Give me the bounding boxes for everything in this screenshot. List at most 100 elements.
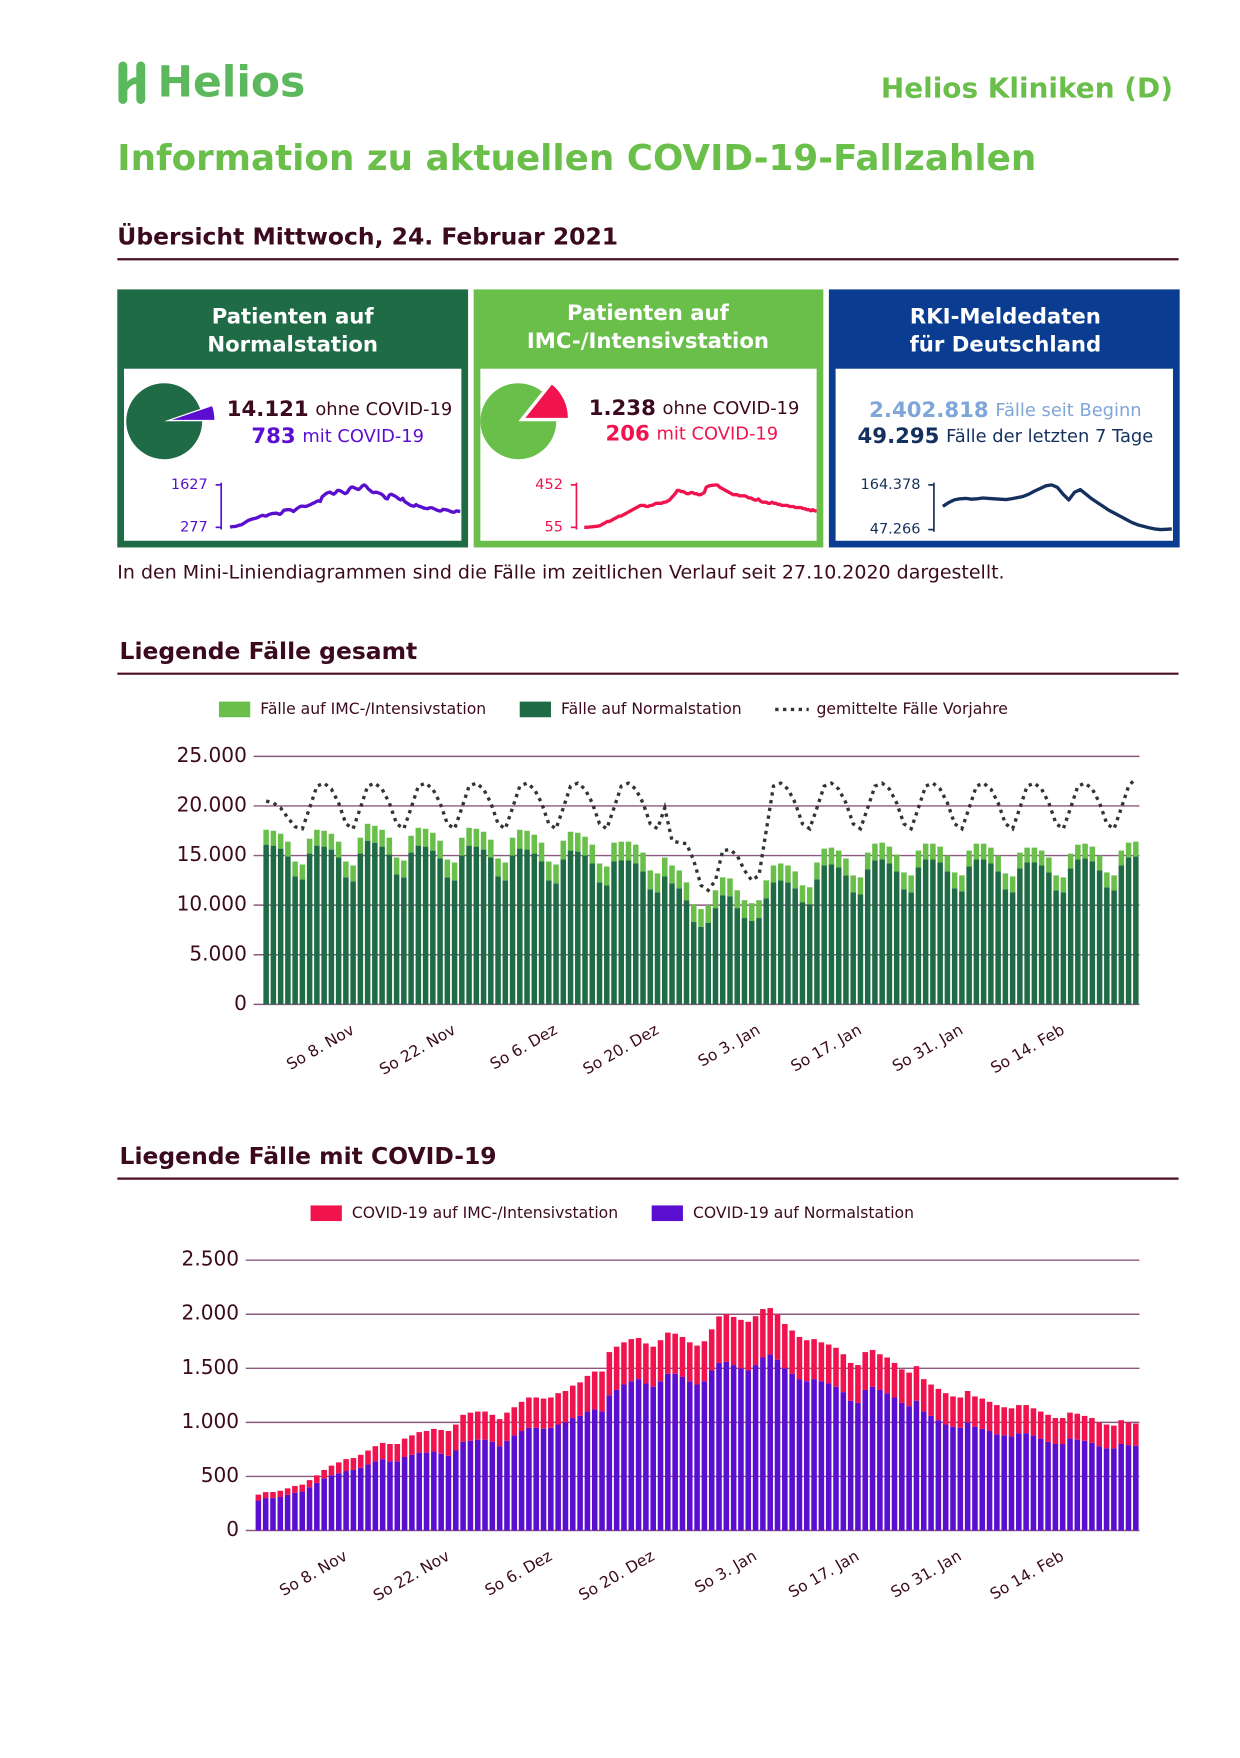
bar <box>1002 873 1009 890</box>
bar <box>1009 892 1016 1005</box>
bar <box>409 1454 415 1531</box>
bar <box>944 855 951 872</box>
bar <box>540 1398 547 1429</box>
bar <box>818 1342 825 1382</box>
bar <box>277 1496 284 1531</box>
bar <box>1075 859 1081 1005</box>
bar <box>840 1392 847 1531</box>
bar <box>277 833 284 849</box>
sparkline <box>584 483 817 530</box>
bar <box>640 871 646 1005</box>
bar <box>922 843 929 860</box>
bar <box>1133 1423 1139 1446</box>
bar <box>1052 1444 1059 1531</box>
bar <box>284 1488 291 1495</box>
bar <box>496 1419 503 1447</box>
bar <box>1067 1412 1073 1439</box>
bar <box>855 1402 861 1531</box>
bar <box>1046 857 1052 873</box>
bar <box>734 890 740 909</box>
bar <box>716 1362 722 1531</box>
bar <box>474 1411 481 1440</box>
bar <box>357 1454 364 1468</box>
bar <box>604 866 610 886</box>
bar <box>966 866 972 1005</box>
section-heading: Liegende Fälle gesamt <box>120 637 418 665</box>
bar <box>1060 877 1067 893</box>
bar <box>811 1339 817 1380</box>
bar <box>422 846 429 1005</box>
bar <box>1082 858 1088 1005</box>
bar <box>850 892 856 1005</box>
bar <box>1001 1407 1007 1436</box>
label: Fälle der letzten 7 Tage <box>946 426 1153 447</box>
value: 1.238 <box>589 396 656 421</box>
bar <box>387 1444 393 1462</box>
bar <box>672 1333 678 1374</box>
bar <box>1074 1439 1081 1531</box>
bar <box>665 1373 671 1531</box>
bar <box>438 1453 444 1531</box>
bar <box>906 1406 912 1531</box>
bar <box>625 841 632 861</box>
bar <box>862 1389 869 1531</box>
bar <box>270 830 277 846</box>
bar <box>633 844 639 864</box>
bar <box>306 838 313 854</box>
bar <box>930 859 936 1005</box>
bar <box>357 1467 364 1531</box>
bar <box>526 1427 532 1531</box>
bar <box>986 1401 993 1432</box>
bar <box>727 878 733 897</box>
bar <box>531 834 538 854</box>
card-title: IMC-/Intensivstation <box>527 329 769 354</box>
bar <box>1111 1425 1117 1449</box>
bar <box>741 918 748 1005</box>
legend-swatch <box>310 1205 342 1222</box>
bar <box>928 1384 934 1416</box>
bar <box>891 1397 898 1531</box>
bar <box>1038 850 1045 866</box>
bar <box>451 880 458 1005</box>
bar <box>415 827 422 846</box>
bar <box>386 854 393 1005</box>
bar <box>277 1490 284 1497</box>
bar <box>1089 861 1096 1005</box>
bar <box>1118 850 1125 866</box>
bar <box>676 888 683 1005</box>
bar <box>306 853 313 1005</box>
bar <box>488 857 494 1005</box>
bar <box>423 1452 430 1531</box>
bar <box>613 1389 620 1531</box>
bar <box>803 1381 810 1531</box>
bar <box>292 1492 298 1531</box>
bar <box>504 1412 510 1441</box>
bar <box>792 888 798 1005</box>
bar <box>1053 890 1059 1005</box>
bar <box>782 1368 788 1531</box>
bar <box>669 865 675 884</box>
bar <box>712 908 719 1005</box>
bar <box>1045 1414 1051 1442</box>
label: mit COVID-19 <box>302 426 424 447</box>
bar <box>314 845 320 1005</box>
pie-slice <box>525 384 568 418</box>
y-tick-label: 2.500 <box>182 1247 240 1271</box>
bar <box>582 855 588 1005</box>
bar <box>1096 1446 1103 1531</box>
bar <box>255 1494 262 1501</box>
bar <box>285 856 291 1005</box>
bar <box>502 880 509 1005</box>
bar <box>767 1308 773 1355</box>
bar <box>803 1340 810 1382</box>
value: 783 <box>251 424 295 449</box>
bar <box>1031 862 1038 1005</box>
bar <box>877 1354 883 1390</box>
bar <box>599 1411 605 1531</box>
bar <box>460 1441 466 1531</box>
bar <box>306 1480 313 1488</box>
legend-label: Fälle auf IMC-/Intensivstation <box>260 699 486 718</box>
bar <box>777 863 784 881</box>
bar <box>1053 875 1059 891</box>
